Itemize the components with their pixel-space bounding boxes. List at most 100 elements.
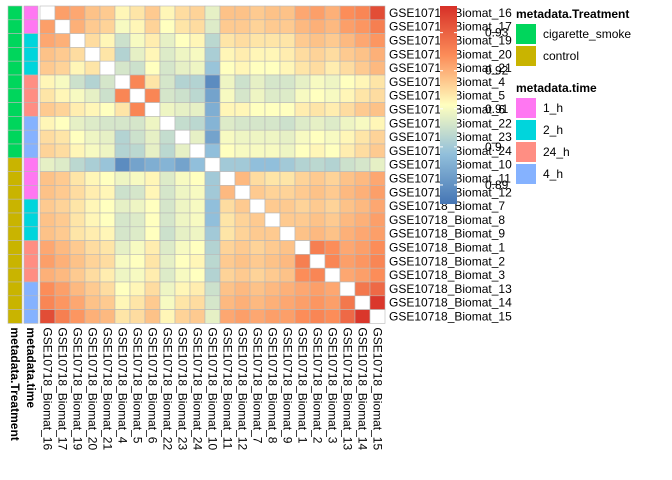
time-annotation-cell	[23, 254, 39, 269]
legend-swatch	[516, 98, 536, 118]
heatmap-cell	[84, 309, 101, 324]
heatmap-cell	[189, 5, 206, 21]
heatmap-cell	[324, 157, 341, 172]
treatment-annotation-cell	[7, 33, 23, 48]
heatmap-cell	[159, 5, 176, 21]
column-label: GSE10718_Biomat_4	[116, 327, 130, 443]
heatmap-cell	[354, 171, 371, 186]
heatmap-cell	[219, 60, 236, 76]
heatmap-cell	[279, 5, 296, 21]
legend-label: 4_h	[543, 167, 563, 181]
heatmap-cell	[264, 157, 281, 172]
heatmap-cell	[309, 33, 326, 48]
heatmap-cell	[369, 198, 386, 214]
heatmap-cell	[144, 295, 161, 310]
heatmap-cell	[84, 240, 101, 255]
heatmap-cell	[69, 5, 86, 21]
heatmap-cell	[219, 295, 236, 310]
heatmap-cell	[309, 143, 326, 159]
heatmap-cell	[129, 47, 146, 62]
heatmap-cell	[279, 157, 296, 172]
heatmap-cell	[294, 88, 311, 103]
heatmap-cell	[279, 240, 296, 255]
heatmap-cell	[204, 240, 221, 255]
heatmap-cell	[54, 212, 71, 228]
time-annotation-cell	[23, 212, 39, 228]
heatmap-cell	[339, 116, 356, 131]
heatmap-cell	[114, 102, 131, 117]
heatmap-cell	[279, 309, 296, 324]
heatmap-cell	[294, 226, 311, 241]
time-annotation-cell	[23, 33, 39, 48]
time-annotation-cell	[23, 198, 39, 214]
heatmap-cell	[159, 198, 176, 214]
treatment-annotation-cell	[7, 171, 23, 186]
heatmap-cell	[264, 240, 281, 255]
heatmap-cell	[369, 102, 386, 117]
legend-label: control	[543, 49, 579, 63]
heatmap-cell	[39, 116, 56, 131]
heatmap-cell	[114, 5, 131, 21]
heatmap-cell	[354, 281, 371, 297]
heatmap-cell	[114, 47, 131, 62]
heatmap-cell	[339, 60, 356, 76]
heatmap-cell	[39, 129, 56, 145]
heatmap-cell	[339, 143, 356, 159]
heatmap-cell	[219, 254, 236, 269]
heatmap-cell	[69, 143, 86, 159]
column-label: GSE10718_Biomat_2	[311, 327, 325, 443]
heatmap-cell	[39, 5, 56, 21]
heatmap-cell	[249, 185, 266, 200]
heatmap-cell	[69, 281, 86, 297]
heatmap-cell	[369, 116, 386, 131]
heatmap-cell	[249, 226, 266, 241]
heatmap-cell	[84, 281, 101, 297]
heatmap-cell	[159, 116, 176, 131]
time-annotation-cell	[23, 143, 39, 159]
heatmap-cell	[219, 185, 236, 200]
heatmap-cell	[204, 185, 221, 200]
treatment-annotation-cell	[7, 295, 23, 310]
legend-swatch	[516, 142, 536, 162]
heatmap-cell	[114, 19, 131, 34]
heatmap-cell	[309, 5, 326, 21]
heatmap-cell	[234, 88, 251, 103]
heatmap-cell	[279, 185, 296, 200]
heatmap-cell	[219, 212, 236, 228]
column-label: GSE10718_Biomat_1	[296, 327, 310, 443]
heatmap-cell	[369, 143, 386, 159]
heatmap-cell	[99, 129, 116, 145]
heatmap-cell	[54, 157, 71, 172]
heatmap-cell	[84, 267, 101, 283]
column-label: GSE10718_Biomat_14	[356, 327, 370, 450]
heatmap-cell	[84, 33, 101, 48]
column-label: GSE10718_Biomat_20	[86, 327, 100, 450]
heatmap-cell	[114, 171, 131, 186]
heatmap-cells	[39, 5, 386, 324]
heatmap-cell	[189, 240, 206, 255]
legend-title: metadata.Treatment	[516, 7, 629, 21]
heatmap-cell	[369, 226, 386, 241]
heatmap-cell	[84, 60, 101, 76]
heatmap-cell	[189, 102, 206, 117]
heatmap-cell	[234, 267, 251, 283]
heatmap-cell	[84, 47, 101, 62]
heatmap-cell	[159, 157, 176, 172]
heatmap-cell	[219, 240, 236, 255]
heatmap-cell	[219, 5, 236, 21]
heatmap-cell	[84, 157, 101, 172]
heatmap-cell	[159, 143, 176, 159]
heatmap-cell	[129, 129, 146, 145]
heatmap-cell	[114, 198, 131, 214]
heatmap-cell	[309, 198, 326, 214]
heatmap-cell	[144, 19, 161, 34]
heatmap-cell	[54, 88, 71, 103]
column-label: GSE10718_Biomat_10	[206, 327, 220, 450]
time-annotation-cell	[23, 295, 39, 310]
heatmap-cell	[174, 171, 191, 186]
heatmap-cell	[324, 309, 341, 324]
heatmap-cell	[279, 47, 296, 62]
heatmap-cell	[174, 212, 191, 228]
heatmap-cell	[324, 267, 341, 283]
annotation-labels: metadata.Treatment metadata.time	[8, 327, 38, 440]
